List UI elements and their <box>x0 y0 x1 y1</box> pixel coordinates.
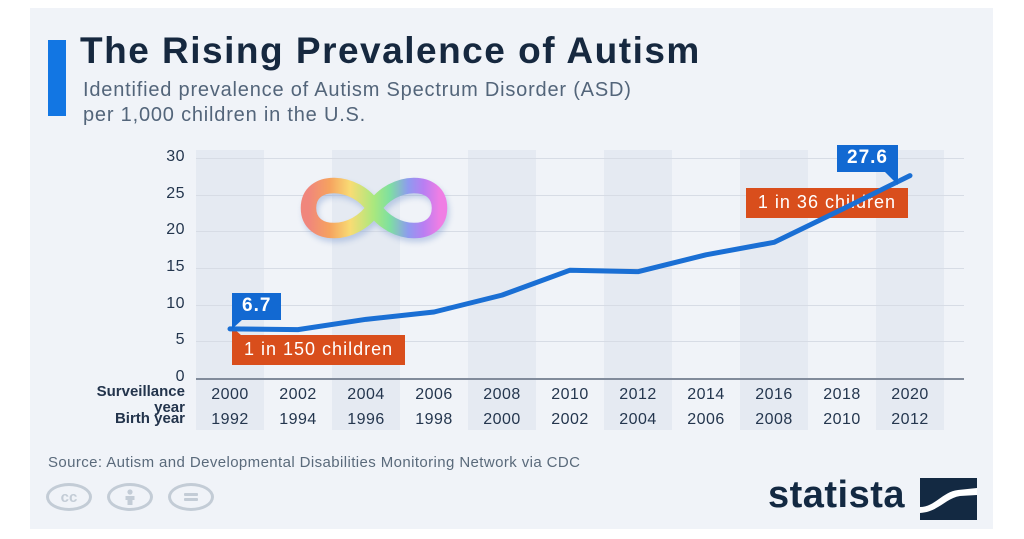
gridline <box>196 341 964 343</box>
birth-year-label: 2002 <box>551 411 589 428</box>
statista-logo-icon <box>920 478 977 520</box>
surveillance-year-label: 2020 <box>891 386 929 403</box>
column-band <box>196 150 264 430</box>
y-tick-label: 0 <box>175 368 185 385</box>
surveillance-year-label: 2004 <box>347 386 385 403</box>
birth-year-label: 2004 <box>619 411 657 428</box>
birth-year-label: 2010 <box>823 411 861 428</box>
attribution-person-icon <box>107 483 153 511</box>
y-tick-label: 30 <box>166 148 185 165</box>
birth-year-label: 1998 <box>415 411 453 428</box>
surveillance-year-label: 2010 <box>551 386 589 403</box>
end-value-callout: 27.6 <box>837 145 898 172</box>
title-accent-bar <box>48 40 66 116</box>
start-value-pointer <box>232 318 243 329</box>
y-tick-label: 5 <box>175 331 185 349</box>
column-band <box>468 150 536 430</box>
birth-year-label: 2008 <box>755 411 793 428</box>
line-chart: 0 5 10 15 20 25 30 1 in 150 children 1 in 36 c… <box>30 8 993 529</box>
surveillance-year-label: 2012 <box>619 386 657 403</box>
cc-icon: cc <box>46 483 92 511</box>
license-icons: cc <box>46 483 214 511</box>
y-tick-label: 25 <box>166 184 185 202</box>
page-title: The Rising Prevalence of Autism <box>80 30 701 71</box>
birth-year-label: 1992 <box>211 411 249 428</box>
birth-year-label: 2000 <box>483 411 521 428</box>
subtitle-line-2: per 1,000 children in the U.S. <box>83 104 367 126</box>
surveillance-year-label: 2016 <box>755 386 793 403</box>
start-value-callout: 6.7 <box>232 292 282 320</box>
surveillance-year-label: 2006 <box>415 386 453 403</box>
birth-year-label: 1996 <box>347 411 385 428</box>
surveillance-year-label: 2000 <box>211 386 249 403</box>
column-band <box>604 150 672 430</box>
gridline <box>196 158 964 159</box>
statista-wordmark: statista <box>767 474 905 516</box>
birth-year-label: 2012 <box>891 411 929 428</box>
gridline <box>196 194 964 196</box>
chart-subtitle: Identified prevalence of Autism Spectrum… <box>83 78 632 128</box>
surveillance-year-axis-label: Surveillance year <box>96 383 185 416</box>
gridline <box>196 231 964 233</box>
subtitle-line-1: Identified prevalence of Autism Spectrum… <box>83 79 632 101</box>
birth-year-label: 2006 <box>687 411 725 428</box>
source-note: Source: Autism and Developmental Disabil… <box>48 454 581 471</box>
start-note-badge: 1 in 150 children <box>232 334 406 365</box>
birth-year-axis-label: Birth year <box>114 410 185 427</box>
gridline <box>196 378 964 380</box>
end-value-pointer <box>885 172 898 185</box>
y-tick-label: 15 <box>166 258 185 275</box>
birth-year-label: 1994 <box>279 411 317 428</box>
equals-icon <box>168 483 214 511</box>
y-tick-label: 10 <box>166 294 185 312</box>
end-note-badge: 1 in 36 children <box>745 188 908 218</box>
surveillance-year-label: 2008 <box>483 386 521 403</box>
y-tick-label: 20 <box>166 221 185 239</box>
rainbow-infinity-icon <box>300 177 448 239</box>
surveillance-year-label: 2018 <box>823 386 861 403</box>
infographic-card: The Rising Prevalence of Autism Identifi… <box>30 8 993 529</box>
surveillance-year-label: 2002 <box>279 386 317 403</box>
prevalence-line <box>227 173 913 333</box>
surveillance-year-label: 2014 <box>687 386 725 403</box>
gridline <box>196 304 964 306</box>
